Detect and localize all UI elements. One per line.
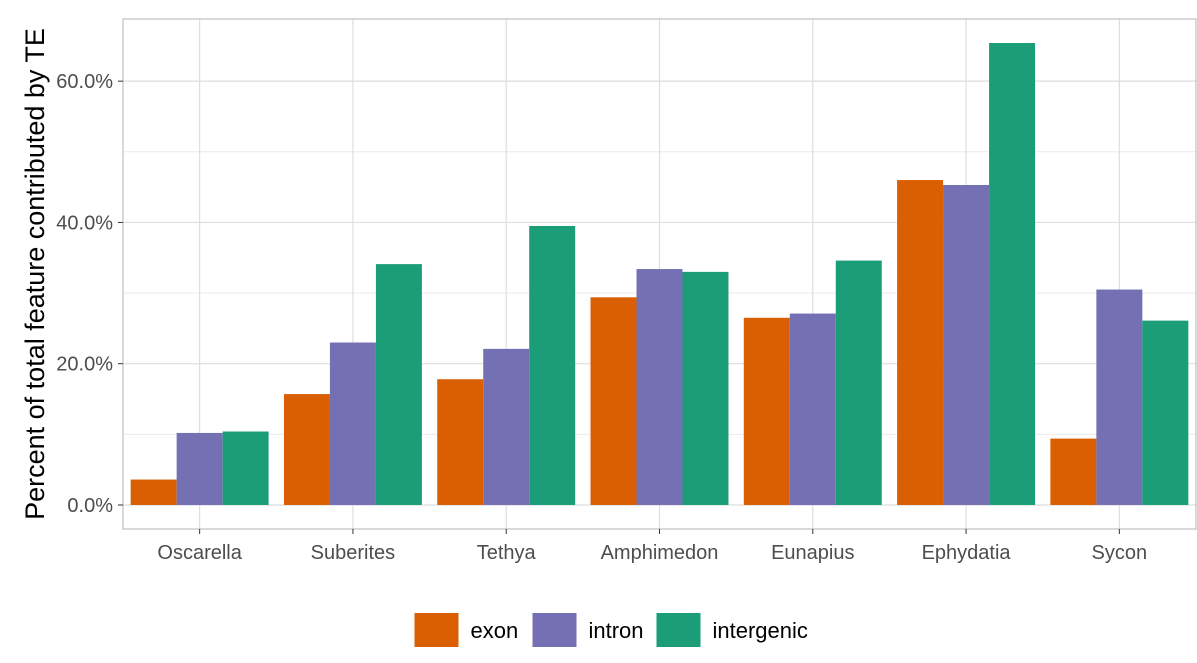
legend-key-intron xyxy=(532,613,577,647)
legend-label-intergenic: intergenic xyxy=(713,618,808,643)
bar-exon-sycon xyxy=(1050,438,1097,505)
legend-label-exon: exon xyxy=(471,618,519,643)
bar-intergenic-eunapius xyxy=(835,260,882,505)
y-axis-title: Percent of total feature contributed by … xyxy=(20,28,50,520)
bar-intergenic-oscarella xyxy=(222,431,269,505)
bar-intergenic-suberites xyxy=(375,264,422,505)
y-tick-label: 20.0% xyxy=(56,354,113,376)
bar-intergenic-amphimedon xyxy=(682,271,729,505)
x-tick-label: Oscarella xyxy=(157,542,242,564)
x-axis-ticks: Oscarella Suberites Tethya Amphimedon Eunapi… xyxy=(157,529,1147,564)
y-axis-ticks: 0.0% 20.0% 40.0% 60.0% xyxy=(56,71,123,517)
bar-exon-suberites xyxy=(283,394,330,505)
bar-intergenic-sycon xyxy=(1142,320,1189,505)
x-tick-label: Sycon xyxy=(1092,542,1148,564)
x-tick-label: Amphimedon xyxy=(601,542,719,564)
legend-key-intergenic xyxy=(656,613,701,647)
legend: exon intron intergenic xyxy=(414,613,808,647)
bar-intergenic-tethya xyxy=(529,225,576,505)
y-tick-label: 40.0% xyxy=(56,212,113,234)
y-tick-label: 60.0% xyxy=(56,71,113,93)
x-tick-label: Eunapius xyxy=(771,542,854,564)
legend-label-intron: intron xyxy=(589,618,644,643)
legend-key-exon xyxy=(414,613,459,647)
y-tick-label: 0.0% xyxy=(67,495,113,517)
bar-exon-eunapius xyxy=(743,317,790,505)
bar-exon-amphimedon xyxy=(590,297,637,505)
bar-intergenic-ephydatia xyxy=(989,43,1036,505)
bar-exon-tethya xyxy=(437,379,484,505)
bar-intron-sycon xyxy=(1096,289,1143,505)
bar-intron-suberites xyxy=(329,342,376,505)
x-tick-label: Suberites xyxy=(311,542,396,564)
bar-exon-ephydatia xyxy=(897,180,944,505)
bars xyxy=(130,43,1189,505)
bar-intron-ephydatia xyxy=(943,184,990,505)
bar-intron-tethya xyxy=(483,348,530,505)
x-tick-label: Ephydatia xyxy=(922,542,1012,564)
bar-intron-amphimedon xyxy=(636,269,683,505)
x-tick-label: Tethya xyxy=(477,542,537,564)
bar-exon-oscarella xyxy=(130,479,177,505)
bar-intron-oscarella xyxy=(176,432,223,505)
bar-intron-eunapius xyxy=(789,313,836,505)
